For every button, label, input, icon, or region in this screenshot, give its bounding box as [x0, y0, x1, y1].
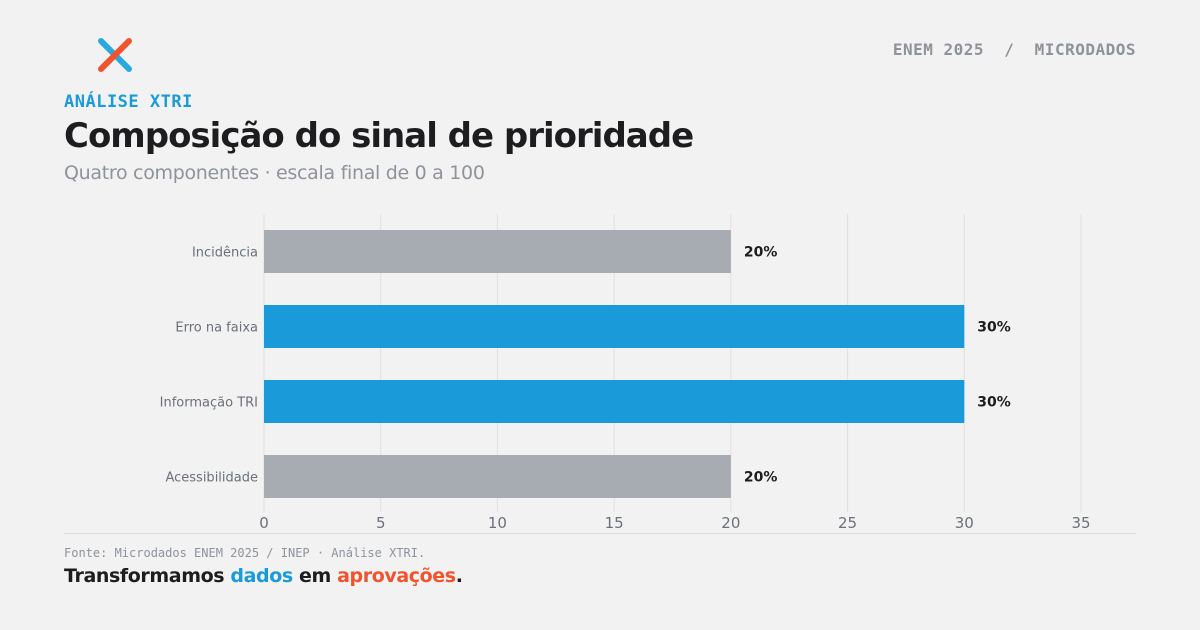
category-label: Informação TRI: [160, 396, 258, 411]
category-label: Incidência: [192, 246, 258, 261]
page-subtitle: Quatro componentes · escala final de 0 a…: [64, 162, 485, 184]
x-tick-label: 15: [605, 514, 624, 532]
tagline-end: .: [455, 565, 463, 587]
tagline-orange: aprovações: [337, 565, 456, 587]
data-label: 20%: [744, 245, 778, 261]
source-note: Fonte: Microdados ENEM 2025 / INEP · Aná…: [64, 546, 426, 560]
footer-divider: [64, 533, 1136, 534]
tagline-part1: Transformamos: [64, 565, 231, 587]
xtri-logo-icon: [98, 38, 132, 72]
data-label: 20%: [744, 470, 778, 486]
x-tick-label: 5: [376, 514, 386, 532]
x-tick-label: 20: [721, 514, 740, 532]
tagline-blue: dados: [230, 565, 293, 587]
page-title: Composição do sinal de prioridade: [64, 116, 694, 156]
bar: [264, 455, 731, 498]
data-label: 30%: [977, 320, 1011, 336]
bar: [264, 380, 965, 423]
bar: [264, 230, 731, 273]
x-tick-label: 35: [1071, 514, 1090, 532]
tagline-part2: em: [292, 565, 338, 587]
x-tick-label: 0: [259, 514, 269, 532]
x-tick-label: 10: [488, 514, 507, 532]
header-context: ENEM 2025 / MICRODADOS: [892, 40, 1136, 59]
x-tick-label: 25: [838, 514, 857, 532]
eyebrow-label: ANÁLISE XTRI: [64, 92, 193, 112]
tagline: Transformamos dados em aprovações.: [64, 565, 463, 587]
x-tick-label: 30: [955, 514, 974, 532]
data-label: 30%: [977, 395, 1011, 411]
category-label: Acessibilidade: [165, 471, 258, 486]
bar: [264, 305, 965, 348]
category-label: Erro na faixa: [175, 321, 258, 336]
